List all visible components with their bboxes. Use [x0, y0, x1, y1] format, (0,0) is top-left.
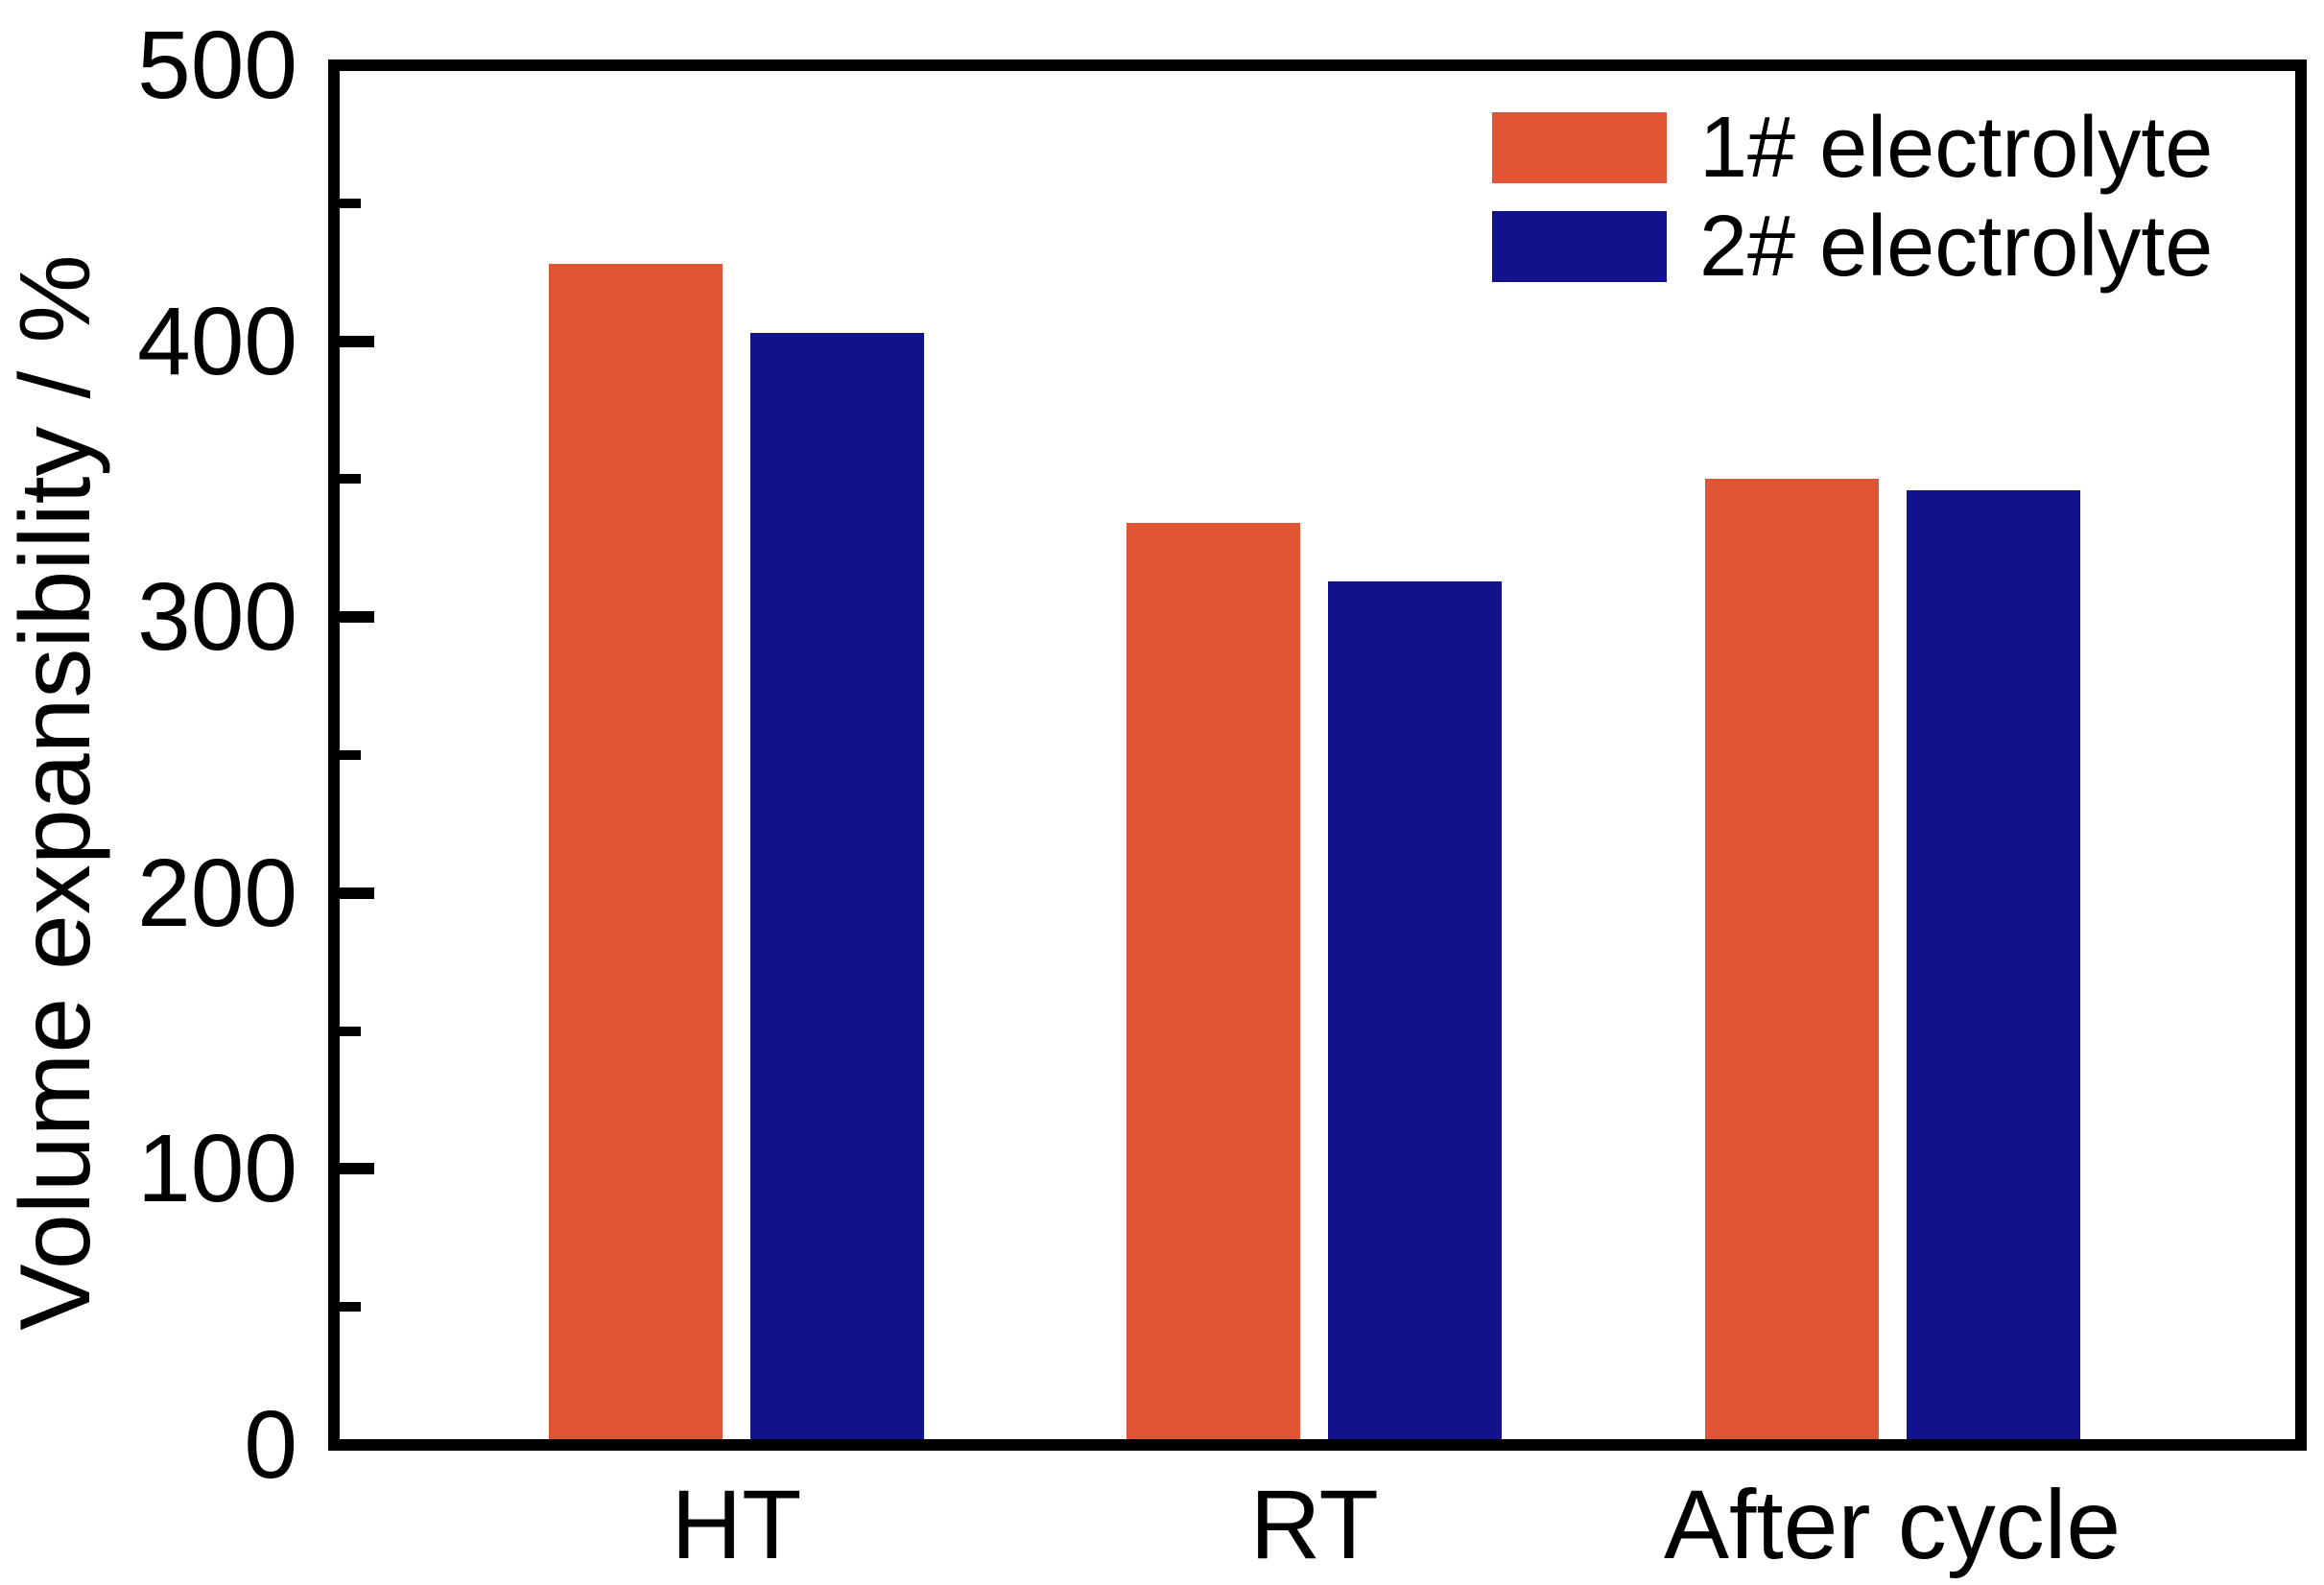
- y-axis-tick-label: 300: [137, 563, 297, 672]
- y-axis-tick-mark: [340, 887, 374, 899]
- y-axis-tick-mark: [340, 198, 361, 208]
- legend-label-1-electrolyte: 1# electrolyte: [1699, 100, 2214, 196]
- legend-swatch-2-electrolyte: [1492, 211, 1667, 282]
- x-axis-label-after-cycle: After cycle: [1664, 1470, 2122, 1579]
- y-axis-tick-label: 100: [137, 1115, 297, 1223]
- y-axis-tick-mark: [340, 750, 361, 760]
- y-axis-tick-label: 200: [137, 839, 297, 947]
- plot-area: [340, 71, 2295, 1439]
- legend-swatch-1-electrolyte: [1492, 112, 1667, 183]
- x-axis-label-rt: RT: [1249, 1470, 1379, 1579]
- legend-item-2-electrolyte: 2# electrolyte: [1492, 203, 2213, 290]
- y-axis-tick-mark: [340, 611, 374, 624]
- bar-2-electrolyte-ht: [750, 332, 924, 1439]
- bar-2-electrolyte-rt: [1328, 580, 1503, 1439]
- y-axis-tick-mark: [340, 1026, 361, 1036]
- bar-1-electrolyte-rt: [1126, 523, 1301, 1439]
- y-axis-tick-mark: [340, 474, 361, 485]
- y-axis-tick-label: 0: [244, 1391, 297, 1499]
- bar-1-electrolyte-ht: [549, 264, 723, 1439]
- y-axis-tick-label: 400: [137, 287, 297, 395]
- bar-2-electrolyte-after-cycle: [1906, 489, 2080, 1439]
- y-axis-tick-mark: [340, 1302, 361, 1313]
- legend-item-1-electrolyte: 1# electrolyte: [1492, 105, 2213, 191]
- y-axis-tick-mark: [340, 335, 374, 347]
- y-axis-tick-mark: [340, 1163, 374, 1175]
- legend-label-2-electrolyte: 2# electrolyte: [1699, 199, 2214, 295]
- y-axis-tick-label: 500: [137, 12, 297, 119]
- x-axis-label-ht: HT: [671, 1470, 802, 1579]
- bar-1-electrolyte-after-cycle: [1704, 479, 1879, 1439]
